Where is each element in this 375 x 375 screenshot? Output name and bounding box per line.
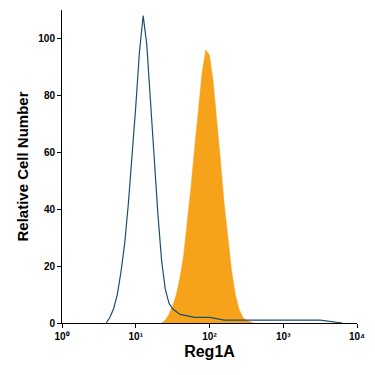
svg-text:60: 60 bbox=[44, 147, 56, 158]
svg-text:100: 100 bbox=[38, 33, 55, 44]
svg-text:Relative Cell Number: Relative Cell Number bbox=[14, 91, 31, 241]
svg-text:10⁰: 10⁰ bbox=[54, 331, 69, 342]
svg-text:0: 0 bbox=[49, 318, 55, 329]
svg-text:10³: 10³ bbox=[276, 331, 291, 342]
svg-text:10⁴: 10⁴ bbox=[349, 331, 365, 342]
svg-text:Reg1A: Reg1A bbox=[184, 343, 235, 360]
svg-text:10¹: 10¹ bbox=[129, 331, 144, 342]
svg-text:10²: 10² bbox=[202, 331, 217, 342]
svg-text:80: 80 bbox=[44, 90, 56, 101]
svg-text:20: 20 bbox=[44, 261, 56, 272]
svg-text:40: 40 bbox=[44, 204, 56, 215]
